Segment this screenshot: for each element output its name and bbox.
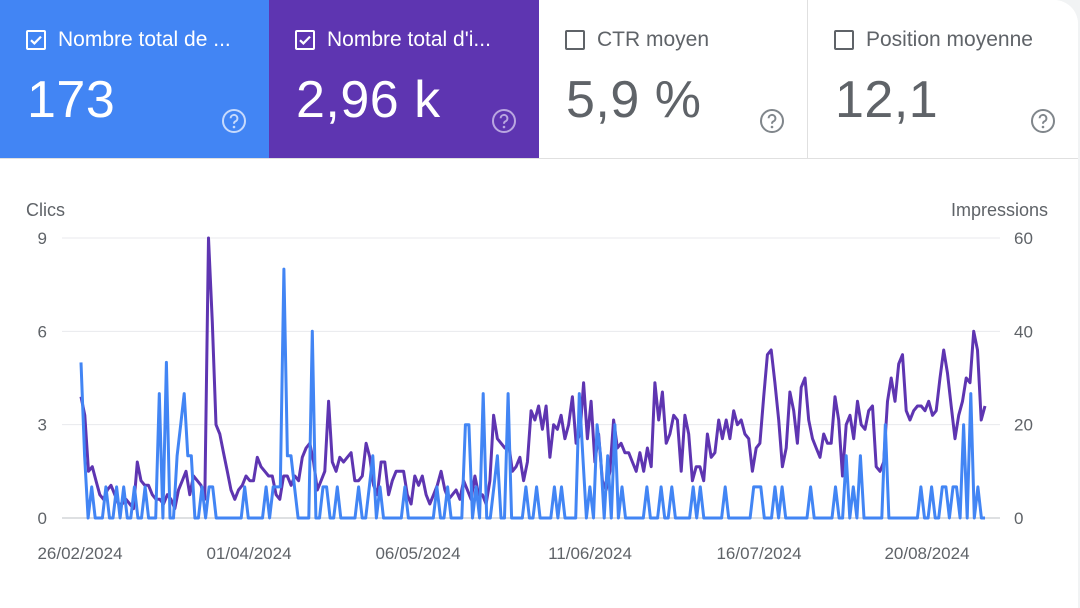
left-axis-ticks: 9 6 3 0: [38, 229, 47, 528]
help-circle-icon[interactable]: [1030, 108, 1056, 134]
impressions-series-line: [79, 236, 987, 511]
metric-value: 5,9 %: [566, 71, 702, 129]
checkbox-checked-icon[interactable]: [295, 30, 315, 50]
right-tick-label: 0: [1014, 509, 1023, 528]
checkbox-unchecked-icon[interactable]: [834, 30, 854, 50]
help-circle-icon[interactable]: [491, 108, 517, 134]
right-tick-label: 20: [1014, 416, 1033, 435]
metric-total-impressions[interactable]: Nombre total d'i... 2,96 k: [269, 0, 539, 158]
x-tick-label: 06/05/2024: [375, 544, 460, 563]
metric-label: Nombre total d'i...: [327, 28, 491, 51]
metric-cards: Nombre total de ... 173 Nombre total d'i…: [0, 0, 1078, 159]
help-circle-icon[interactable]: [221, 108, 247, 134]
right-tick-label: 40: [1014, 322, 1033, 341]
x-axis-ticks: 26/02/2024 01/04/2024 06/05/2024 11/06/2024…: [37, 544, 969, 563]
checkbox-checked-icon[interactable]: [26, 30, 46, 50]
x-tick-label: 11/06/2024: [548, 544, 632, 563]
metric-total-clicks[interactable]: Nombre total de ... 173: [0, 0, 269, 158]
right-axis-title: Impressions: [951, 200, 1048, 220]
x-tick-label: 01/04/2024: [206, 544, 291, 563]
metric-label: Position moyenne: [866, 28, 1033, 51]
metric-value: 2,96 k: [296, 71, 441, 129]
x-tick-label: 16/07/2024: [716, 544, 801, 563]
metric-average-position[interactable]: Position moyenne 12,1: [808, 0, 1078, 158]
left-tick-label: 9: [38, 229, 47, 248]
metric-label: CTR moyen: [597, 28, 710, 51]
checkbox-unchecked-icon[interactable]: [565, 30, 585, 50]
left-tick-label: 0: [38, 509, 47, 528]
metric-value: 12,1: [835, 71, 939, 129]
metric-average-ctr[interactable]: CTR moyen 5,9 %: [539, 0, 808, 158]
x-tick-label: 20/08/2024: [884, 544, 969, 563]
series-lines: [79, 236, 987, 520]
right-tick-label: 60: [1014, 229, 1033, 248]
clicks-series-line: [79, 267, 985, 520]
metric-value: 173: [27, 71, 116, 129]
help-circle-icon[interactable]: [759, 108, 785, 134]
right-axis-ticks: 60 40 20 0: [1014, 229, 1033, 528]
left-tick-label: 6: [38, 322, 47, 341]
left-tick-label: 3: [38, 416, 47, 435]
performance-chart: Clics Impressions 9 6 3 0 60 40 20 0 26/02/202…: [26, 200, 1048, 563]
left-axis-title: Clics: [26, 200, 65, 220]
x-tick-label: 26/02/2024: [37, 544, 122, 563]
metric-label: Nombre total de ...: [58, 28, 231, 51]
